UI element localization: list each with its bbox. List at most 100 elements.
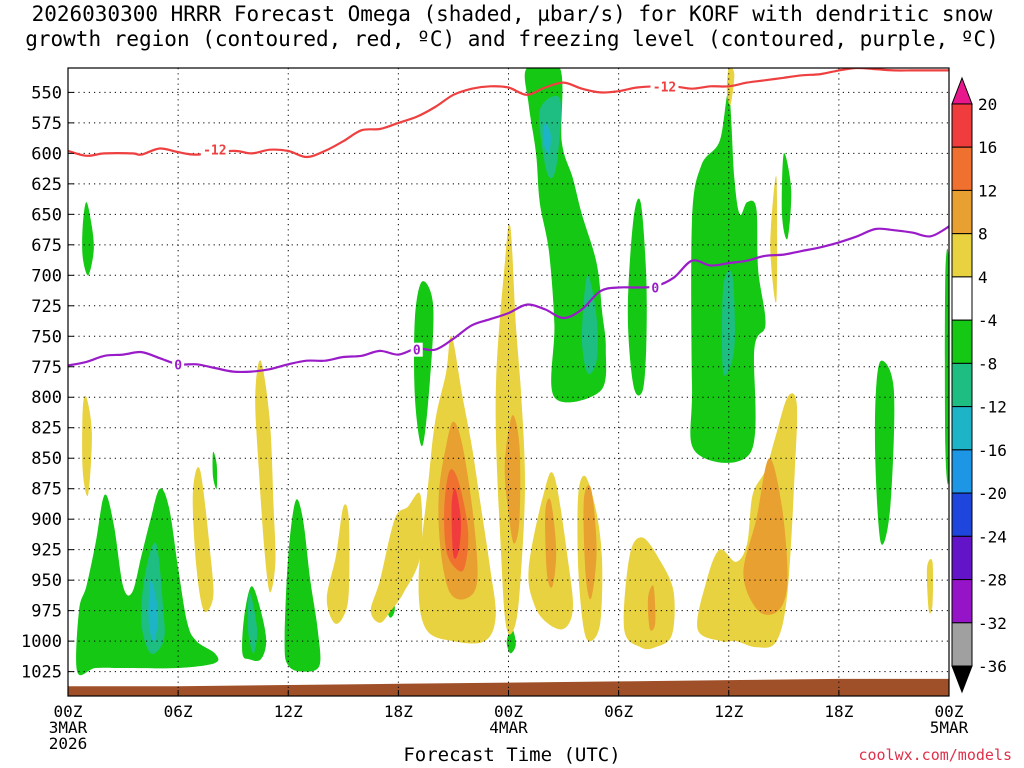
colorbar-label-3: 8 (978, 225, 988, 244)
x-tick-label-24-1: 4MAR (489, 718, 528, 737)
y-tick-label-850: 850 (31, 449, 62, 469)
colorbar: 20 16 12 8 4 -4 -8 -12 -16 -20 -24 -28 -32 -36 (951, 76, 1007, 694)
omega-shade-3 (82, 202, 94, 276)
x-tick-label-30-0: 06Z (604, 702, 633, 721)
colorbar-label-6: -8 (978, 354, 997, 373)
colorbar-swatch-6 (951, 319, 973, 364)
omega-shade-21 (82, 395, 92, 497)
y-tick-label-975: 975 (31, 602, 62, 622)
omega-shade-6 (414, 281, 434, 447)
contour-label-0-0: -12 (203, 144, 226, 159)
omega-shade-2 (284, 499, 321, 672)
x-tick-label-42-0: 18Z (824, 702, 853, 721)
omega-shade-11 (781, 152, 792, 240)
colorbar-swatch-2 (951, 146, 973, 191)
colorbar-swatch-3 (951, 189, 973, 235)
colorbar-label-2: 12 (978, 181, 997, 200)
x-tick-label-36-0: 12Z (714, 702, 743, 721)
contour-label-bg (200, 142, 229, 157)
x-tick-label-12-0: 12Z (274, 702, 303, 721)
y-tick-label-1000: 1000 (21, 632, 62, 652)
colorbar-label-7: -12 (978, 398, 1007, 417)
y-tick-label-1025: 1025 (21, 663, 62, 683)
x-tick-label-0-0: 00Z (54, 702, 83, 721)
colorbar-swatch-7 (951, 362, 973, 408)
colorbar-swatch-1 (951, 103, 973, 148)
x-tick-label-48-1: 5MAR (930, 718, 969, 737)
x-tick-label-48-0: 00Z (935, 702, 964, 721)
contour-label-0-1: -12 (653, 80, 676, 95)
colorbar-label-12: -32 (978, 614, 1007, 633)
omega-shade-38 (583, 485, 597, 600)
colorbar-label-8: -16 (978, 441, 1007, 460)
colorbar-swatch-10 (951, 492, 973, 537)
contour-label-bg (172, 357, 185, 372)
contour-label-1-0: 0 (174, 358, 182, 373)
colorbar-swatch-8 (951, 406, 973, 451)
y-tick-label-600: 600 (31, 144, 62, 164)
contour-label-1-2: 0 (651, 281, 659, 296)
colorbar-label-1: 16 (978, 138, 997, 157)
colorbar-label-11: -28 (978, 571, 1007, 590)
freezing-level-line (68, 225, 949, 374)
omega-shade-9 (627, 198, 647, 396)
y-tick-label-900: 900 (31, 510, 62, 530)
colorbar-label-4: 4 (978, 268, 988, 287)
y-tick-label-625: 625 (31, 175, 62, 195)
omega-shade-37 (545, 498, 557, 588)
y-tick-label-725: 725 (31, 297, 62, 317)
omega-shade-15 (581, 275, 598, 375)
dendritic-contour-line (68, 68, 949, 159)
chart-title: 2026030300 HRRR Forecast Omega (shaded, … (25, 2, 999, 51)
contour-label-bg (650, 79, 679, 94)
y-tick-label-700: 700 (31, 266, 62, 286)
y-tick-label-925: 925 (31, 541, 62, 561)
colorbar-bottom-arrow (951, 665, 973, 694)
colorbar-swatch-9 (951, 449, 973, 494)
omega-shade-12 (874, 360, 895, 545)
colorbar-label-10: -24 (978, 527, 1007, 546)
omega-shade-42 (451, 488, 461, 559)
contour-label-bg (410, 342, 423, 357)
x-tick-label-6-0: 06Z (164, 702, 193, 721)
y-tick-label-650: 650 (31, 205, 62, 225)
y-tick-label-675: 675 (31, 236, 62, 256)
colorbar-swatch-4 (951, 233, 973, 278)
omega-shade-4 (212, 451, 218, 490)
colorbar-label-13: -36 (978, 657, 1007, 676)
omega-shade-39 (647, 585, 656, 631)
y-tick-label-800: 800 (31, 388, 62, 408)
x-tick-label-18-0: 18Z (384, 702, 413, 721)
y-tick-label-875: 875 (31, 480, 62, 500)
colorbar-label-9: -20 (978, 484, 1007, 503)
omega-shade-20 (543, 122, 551, 154)
colorbar-top-arrow (951, 76, 973, 105)
contour-label-bg (649, 280, 662, 295)
omega-shade-19 (148, 580, 158, 642)
x-tick-label-0-2: 2026 (49, 734, 88, 753)
omega-shade-33 (770, 175, 778, 303)
colorbar-swatch-12 (951, 579, 973, 624)
colorbar-label-5: -4 (978, 311, 997, 330)
colorbar-swatch-13 (951, 622, 973, 667)
contour-label-1-1: 0 (413, 344, 421, 359)
colorbar-swatch-5 (951, 276, 973, 321)
y-tick-label-825: 825 (31, 419, 62, 439)
colorbar-label-0: 20 (978, 95, 997, 114)
omega-shade-25 (370, 492, 423, 623)
y-tick-label-550: 550 (31, 83, 62, 103)
y-tick-label-575: 575 (31, 114, 62, 134)
x-tick-label-0-1: 3MAR (49, 718, 88, 737)
y-tick-label-950: 950 (31, 571, 62, 591)
colorbar-swatch-11 (951, 535, 973, 581)
y-tick-label-775: 775 (31, 358, 62, 378)
omega-shade-22 (192, 467, 214, 613)
x-tick-label-24-0: 00Z (494, 702, 523, 721)
omega-shade-40 (743, 458, 788, 615)
omega-shade-36 (504, 415, 521, 544)
omega-shade-34 (926, 558, 934, 614)
site-credit[interactable]: coolwx.com/models (858, 746, 1012, 764)
omega-shade-23 (255, 360, 276, 593)
y-tick-label-750: 750 (31, 327, 62, 347)
